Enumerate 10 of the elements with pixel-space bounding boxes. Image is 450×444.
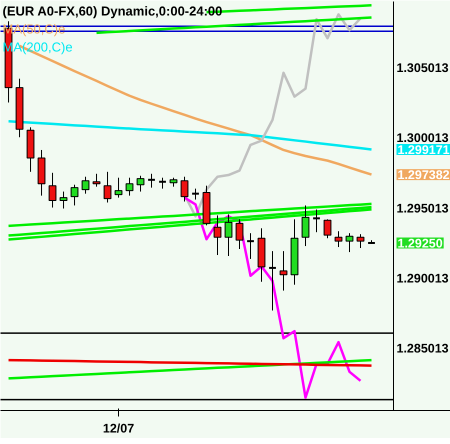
y-tick-label: 1.300013 bbox=[396, 131, 449, 146]
text: 1.29250 bbox=[398, 236, 443, 250]
chart-title: (EUR A0-FX,60) Dynamic,0:00-24:00 bbox=[2, 4, 222, 18]
y-tick-label: 1.295013 bbox=[396, 201, 449, 216]
y-tick-label: 1.290013 bbox=[396, 271, 449, 286]
text: 1.297382 bbox=[398, 168, 450, 182]
y-tick-label: 1.285013 bbox=[396, 341, 449, 356]
x-tick-label: 12/07 bbox=[102, 422, 134, 436]
text: 1.299171 bbox=[398, 143, 450, 158]
y-tick-label: 1.305013 bbox=[396, 61, 449, 76]
